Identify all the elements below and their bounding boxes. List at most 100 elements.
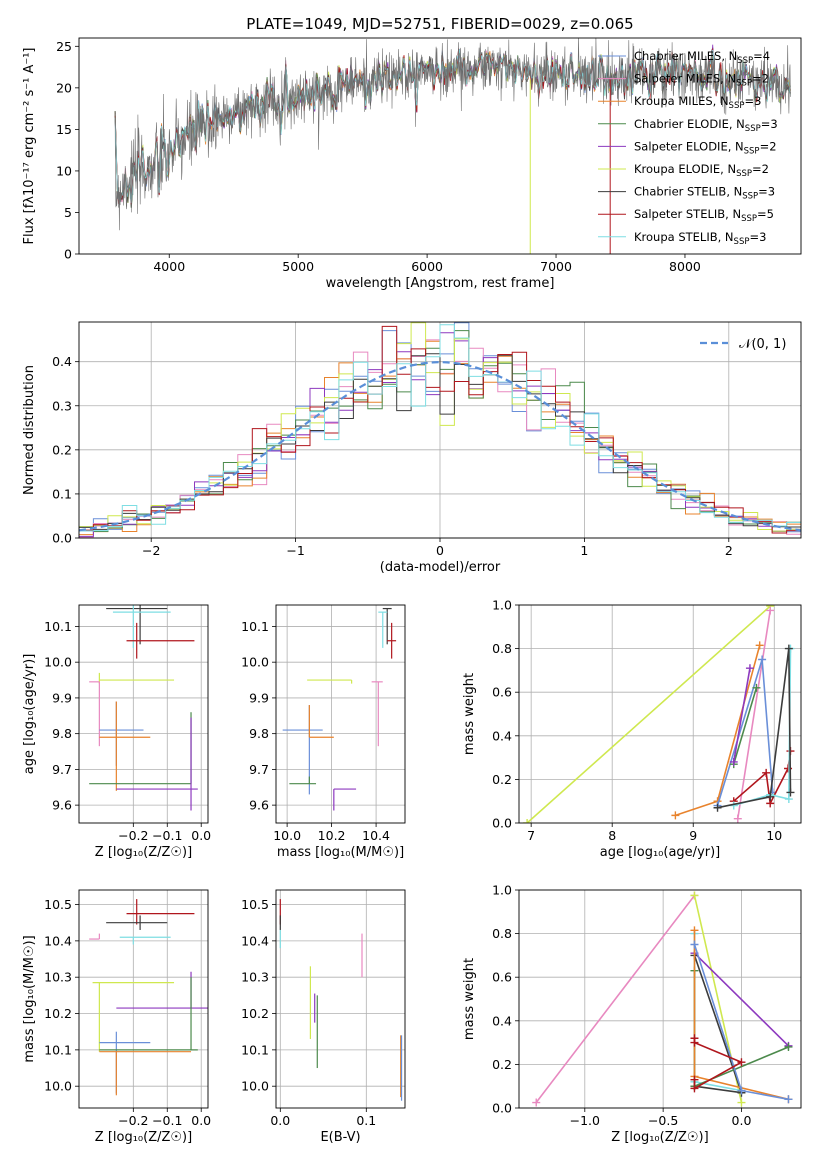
x-tick-label: 4000: [153, 259, 185, 274]
y-tick-label: 10.1: [44, 619, 72, 634]
x-tick-label: 7000: [540, 259, 572, 274]
legend-item-kroupa_elodie: Kroupa ELODIE, NSSP=2: [598, 162, 769, 179]
plot-area: [114, 38, 791, 254]
legend-item-salpeter_elodie: Salpeter ELODIE, NSSP=2: [598, 139, 777, 156]
legend-sub: SSP: [745, 124, 761, 134]
series-marker: [690, 926, 699, 935]
errorbar-salpeter_elodie: [333, 788, 357, 811]
series-marker: [784, 795, 793, 804]
x-tick-label: 10.2: [318, 828, 346, 843]
y-tick-label: 10.2: [241, 1006, 269, 1021]
axes-frame: [275, 889, 406, 1109]
y-tick-label: 10.4: [44, 933, 72, 948]
y-tick-label: 0.8: [492, 641, 512, 656]
plot-area: [79, 322, 801, 538]
series-line: [717, 648, 792, 809]
x-tick-label: 5000: [282, 259, 314, 274]
series-line: [716, 659, 774, 806]
x-tick-label: 10.0: [273, 828, 301, 843]
x-tick-label: 0.1: [356, 1113, 376, 1128]
y-axis-label: mass weight: [462, 673, 477, 755]
legend-suffix: =3: [749, 230, 766, 244]
series-marker: [523, 819, 532, 823]
panel-mass_weight_vs_age: 7 8 9 10 0.0 0.2 0.4 0.6 0.8 1.0 age [log₁₀(age/yr…: [462, 598, 802, 860]
legend-item-kroupa_stelib: Kroupa STELIB, NSSP=3: [598, 230, 766, 247]
axes-frame: [518, 889, 802, 1109]
x-tick-label: −1.0: [570, 1113, 600, 1128]
series-kroupa_stelib: [690, 929, 746, 1095]
x-tick-label: 10: [766, 828, 782, 843]
y-tick-label: 0.3: [52, 398, 72, 413]
x-tick-label: 0.0: [191, 1113, 211, 1128]
series-salpeter_stelib: [690, 1034, 746, 1093]
x-tick-label: 0.0: [191, 828, 211, 843]
y-tick-label: 15: [56, 122, 72, 137]
errorbar-salpeter_stelib: [126, 899, 195, 925]
legend-sub: SSP: [737, 56, 753, 66]
y-tick-label: 10.3: [44, 970, 72, 985]
legend-sub: SSP: [734, 237, 750, 247]
legend-label: Salpeter MILES, NSSP=2: [634, 72, 769, 89]
series-line: [732, 668, 751, 763]
series-marker: [737, 1086, 746, 1095]
legend-sub: SSP: [736, 79, 752, 89]
legend-text: Chabrier MILES, N: [634, 49, 737, 63]
y-tick-label: 9.6: [249, 798, 269, 813]
y-tick-label: 20: [56, 80, 72, 95]
y-axis-label: mass weight: [462, 958, 477, 1040]
series-marker: [784, 644, 793, 653]
series-marker: [766, 792, 775, 801]
y-tick-label: 0.0: [492, 1101, 512, 1116]
plot-area: [532, 891, 793, 1107]
y-tick-label: 10.0: [241, 1079, 269, 1094]
series-marker: [784, 1042, 793, 1051]
errorbar-chabrier_elodie: [289, 776, 317, 785]
legend-label: Salpeter STELIB, NSSP=5: [634, 207, 774, 224]
axes-frame: [275, 604, 406, 824]
series-marker: [737, 1058, 746, 1067]
y-tick-label: 0: [64, 247, 72, 262]
y-tick-label: 1.0: [492, 598, 512, 613]
legend-label: Kroupa MILES, NSSP=3: [634, 94, 761, 111]
x-tick-label: 8: [608, 828, 616, 843]
y-axis-label: Flux [fλ10⁻¹⁷ erg cm⁻² s⁻¹ A⁻¹]: [22, 48, 37, 245]
errorbar-chabrier_stelib: [106, 915, 168, 930]
legend-sub: SSP: [736, 169, 752, 179]
y-axis-label: age [log₁₀(age/yr)]: [22, 654, 37, 775]
y-axis-label: Normed distribution: [22, 365, 37, 495]
series-marker: [737, 1098, 746, 1107]
x-tick-label: 0.0: [270, 1113, 290, 1128]
y-tick-label: 10.0: [44, 1079, 72, 1094]
legend-sub: SSP: [744, 146, 760, 156]
errorbar-kroupa_miles: [99, 1051, 192, 1096]
legend-item-chabrier_elodie: Chabrier ELODIE, NSSP=3: [598, 117, 778, 134]
panel-mass_vs_ebv: 0.0 0.1 10.0 10.1 10.2 10.3 10.4 10.5 E(B-V): [241, 889, 406, 1145]
series-chabrier_miles: [690, 940, 793, 1104]
legend-text: Salpeter MILES, N: [634, 72, 736, 86]
x-tick-label: 10.4: [362, 828, 390, 843]
plot-area: [279, 899, 403, 1101]
y-tick-label: 0.4: [52, 354, 72, 369]
panel-age_vs_z: −0.2 −0.1 0.0 9.6 9.7 9.8 9.9 10.0 10.1 Z [log₁₀(…: [22, 604, 211, 860]
series-marker: [532, 1098, 541, 1107]
y-tick-label: 10: [56, 163, 72, 178]
series-marker: [690, 891, 699, 900]
y-tick-label: 9.6: [52, 798, 72, 813]
series-salpeter_miles: [733, 606, 775, 823]
legend-label: Chabrier MILES, NSSP=4: [634, 49, 770, 66]
y-tick-label: 0.4: [492, 728, 512, 743]
errorbar-salpeter_stelib: [387, 622, 397, 659]
y-tick-label: 9.9: [52, 690, 72, 705]
x-axis-label: (data-model)/error: [380, 560, 501, 575]
y-tick-label: 0.2: [52, 442, 72, 457]
legend-suffix: =2: [752, 162, 769, 176]
legend-suffix: =4: [753, 49, 770, 63]
series-marker: [690, 1084, 699, 1093]
series-marker: [733, 814, 742, 823]
series-marker: [752, 683, 761, 692]
x-tick-label: −2: [142, 543, 160, 558]
legend-suffix: =3: [744, 94, 761, 108]
series-line: [732, 687, 758, 765]
